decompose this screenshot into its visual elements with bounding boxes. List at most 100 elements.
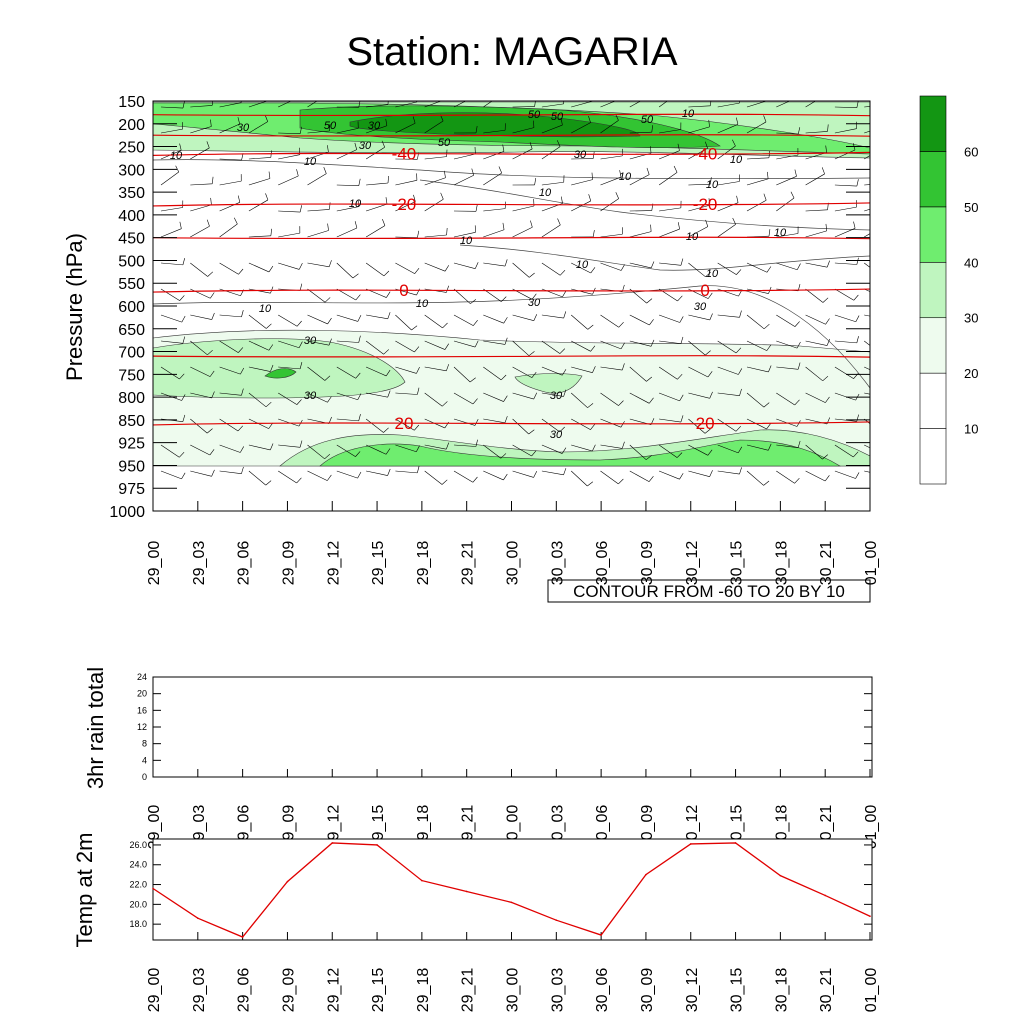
- wind-barb-flag: [440, 192, 444, 200]
- wind-barb: [190, 288, 211, 299]
- wind-barb-flag: [270, 228, 272, 236]
- wind-barb-flag: [327, 223, 329, 231]
- wind-barb-flag: [414, 267, 420, 274]
- wind-barb-flag: [646, 376, 653, 382]
- wind-barb: [483, 314, 504, 324]
- wind-barb: [307, 230, 329, 238]
- wind-barb: [864, 155, 870, 160]
- wind-barb: [512, 340, 530, 356]
- wind-barb: [336, 149, 357, 160]
- wind-barb-flag: [381, 140, 385, 148]
- wind-barb: [746, 340, 767, 351]
- temp-point: [152, 887, 154, 890]
- wind-barb-flag: [856, 336, 859, 343]
- wind-barb: [746, 470, 764, 486]
- speed-contour-10-0: [153, 159, 870, 180]
- wind-barb-flag: [238, 268, 244, 275]
- wind-barb-flag: [709, 470, 713, 477]
- temp-point: [555, 919, 558, 921]
- wind-barb-flag: [209, 449, 215, 456]
- wind-barb-flag: [179, 221, 182, 229]
- wind-barb-flag: [299, 205, 302, 213]
- wind-barb: [834, 314, 856, 323]
- wind-barb-flag: [590, 423, 596, 430]
- wind-barb-flag: [796, 263, 801, 270]
- wind-barb: [453, 314, 474, 326]
- temp-x-tick-label: 30_00: [505, 968, 522, 1013]
- y-tick-label: 500: [118, 253, 145, 270]
- wind-barb: [571, 101, 593, 108]
- wind-barb-flag: [736, 117, 739, 125]
- wind-barb-flag: [707, 449, 713, 456]
- wind-barb-flag: [209, 370, 215, 377]
- speed-contour-labels: 50 50 50 50 50 30 30 30 30 10 10 10 10 10 10 10 10 10 10 10…: [170, 108, 787, 441]
- temp-y-tick-label: 18.0: [129, 919, 147, 929]
- wind-barb-flag: [530, 220, 533, 228]
- wind-barb: [160, 366, 180, 380]
- temp-contour-label: 0: [700, 281, 709, 300]
- wind-barb: [424, 262, 446, 272]
- wind-barb-flag: [559, 348, 566, 354]
- wind-barb: [512, 470, 534, 478]
- wind-barb: [453, 288, 471, 304]
- wind-barb: [336, 444, 356, 457]
- wind-barb: [219, 223, 238, 238]
- wind-barb: [600, 233, 623, 238]
- wind-barb-flag: [824, 475, 830, 482]
- wind-barb: [717, 145, 736, 160]
- wind-barb-flag: [241, 388, 244, 396]
- wind-barb-flag: [732, 217, 736, 225]
- wind-barb: [453, 101, 467, 108]
- wind-barb-flag: [619, 170, 622, 178]
- temp-y-tick-label: 24.0: [129, 860, 147, 870]
- temp-contour-extra-1: [152, 134, 871, 137]
- wind-barb: [834, 366, 854, 379]
- wind-barb: [512, 127, 535, 134]
- wind-barb: [834, 392, 856, 401]
- wind-barbs: [160, 94, 888, 487]
- wind-barb: [453, 418, 476, 426]
- temp-x-tick-label: 29_18: [415, 968, 432, 1013]
- wind-barb-flag: [559, 426, 565, 433]
- wind-barb: [453, 232, 476, 238]
- wind-barb-flag: [855, 472, 860, 479]
- wind-barb: [278, 392, 298, 405]
- rain-y-tick-label: 4: [142, 755, 147, 765]
- wind-barb: [717, 181, 740, 186]
- wind-barb: [717, 418, 737, 432]
- temp-contour-extra-3: [152, 355, 871, 358]
- speed-contour-label: 10: [576, 259, 589, 271]
- wind-barb-flag: [794, 169, 797, 177]
- temp-contour-2: [152, 288, 871, 293]
- temp-contour-1: [152, 202, 871, 207]
- wind-barb: [600, 340, 622, 350]
- wind-barb-flag: [181, 472, 186, 480]
- rain-y-tick-label: 24: [137, 672, 147, 682]
- wind-barb-flag: [268, 171, 271, 179]
- wind-barb: [776, 314, 796, 327]
- speed-contour-label: 10: [539, 187, 552, 199]
- wind-barb-flag: [767, 94, 768, 101]
- temp-x-tick-label: 30_18: [773, 968, 790, 1013]
- wind-barb-flag: [880, 141, 883, 148]
- wind-barb-flag: [179, 452, 185, 458]
- temp-contour-label: -20: [693, 195, 718, 214]
- x-tick-label: 29_15: [370, 541, 387, 586]
- wind-barb-flag: [383, 270, 390, 277]
- wind-barb: [864, 366, 870, 371]
- wind-barb-flag: [211, 176, 214, 184]
- wind-barb-flag: [211, 391, 215, 399]
- wind-barb: [600, 262, 622, 271]
- wind-barb: [541, 314, 564, 319]
- wind-barb-flag: [417, 387, 420, 395]
- wind-barb-flag: [504, 416, 508, 423]
- wind-barb-flag: [534, 101, 536, 107]
- wind-barb: [541, 262, 561, 276]
- y-tick-label: 925: [118, 436, 145, 453]
- wind-barb-flag: [474, 419, 479, 426]
- wind-barb-flag: [299, 283, 303, 291]
- wind-barb-flag: [884, 371, 888, 377]
- speed-contour-label: 50: [551, 111, 564, 123]
- wind-barb: [278, 262, 300, 270]
- wind-barb: [629, 131, 652, 134]
